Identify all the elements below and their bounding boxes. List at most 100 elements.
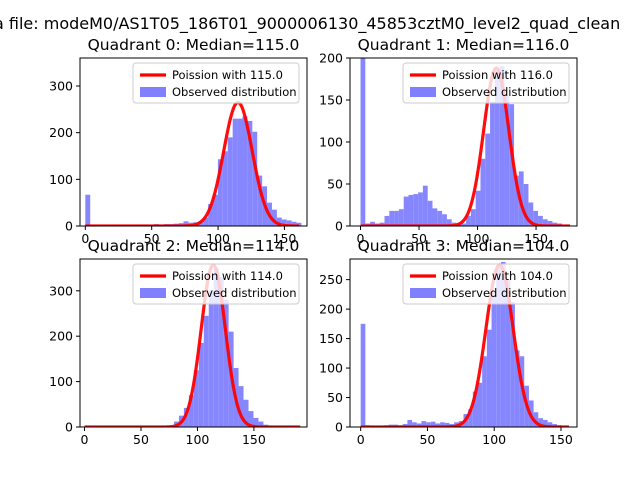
- histogram-bar: [523, 184, 529, 226]
- y-tick-label: 50: [327, 177, 343, 192]
- histogram-bar: [444, 422, 450, 427]
- histogram-bar: [528, 202, 534, 226]
- histogram-bar: [547, 422, 553, 427]
- histogram-bar: [389, 210, 395, 226]
- legend-bar-swatch: [410, 288, 436, 298]
- legend-box: [402, 62, 570, 104]
- histogram-bar: [470, 209, 476, 226]
- histogram-bar: [213, 268, 219, 427]
- histogram-bar: [442, 214, 447, 226]
- legend-label-poisson: Poission with 114.0: [172, 269, 283, 283]
- histogram-bar: [183, 221, 189, 226]
- histogram-bar: [542, 419, 548, 427]
- histogram-bar: [496, 266, 501, 427]
- histogram-bar: [475, 190, 481, 226]
- subplot-quadrant-1: 0 50 100 150 0 50 100 150 200 Quadrant 1: Median=…: [319, 36, 578, 246]
- histogram-bar: [435, 423, 441, 427]
- x-tick-label: 50: [144, 231, 160, 246]
- legend-box: [402, 263, 570, 305]
- x-tick-label: 0: [357, 432, 365, 447]
- poisson-curve-group: [84, 100, 300, 226]
- histogram-bar: [413, 194, 419, 226]
- histogram-bar: [468, 409, 473, 427]
- histogram-bar: [533, 412, 539, 427]
- y-tick-label: 100: [49, 374, 73, 389]
- legend-label-poisson: Poission with 116.0: [442, 68, 553, 82]
- histogram-bar: [407, 419, 413, 427]
- x-tick-label: 150: [273, 231, 297, 246]
- histogram-bar: [271, 209, 277, 226]
- histogram-bar: [422, 185, 428, 226]
- subplot-quadrant-3: 0 50 100 150 0 50 100 150 200 250 Quadrant 3: Medi…: [319, 237, 578, 447]
- y-tick-label: 300: [49, 79, 73, 94]
- histogram-bar: [398, 209, 404, 226]
- histogram-bar: [418, 192, 423, 226]
- legend-label-poisson: Poission with 115.0: [172, 68, 283, 82]
- y-tick-label: 0: [65, 420, 73, 435]
- legend-label-observed: Observed distribution: [172, 85, 297, 99]
- y-tick-label: 100: [319, 361, 343, 376]
- x-tick-label: 100: [206, 231, 230, 246]
- histogram-bar: [243, 399, 249, 427]
- x-tick-label: 100: [482, 432, 506, 447]
- histogram-bar: [296, 222, 302, 226]
- poisson-curve: [359, 263, 570, 427]
- figure-title: a file: modeM0/AS1T05_186T01_9000006130_…: [0, 14, 620, 34]
- histogram-bar: [281, 219, 287, 226]
- legend-bar-swatch: [410, 87, 436, 97]
- histogram-bar: [552, 222, 558, 226]
- histogram-bar: [514, 350, 520, 427]
- legend: Poission with 116.0 Observed distribution: [402, 62, 570, 104]
- y-tick-label: 100: [49, 172, 73, 187]
- histogram-bar: [222, 151, 228, 226]
- histogram-bar: [384, 215, 390, 226]
- y-tick-label: 200: [49, 329, 73, 344]
- histogram-bar: [193, 370, 199, 427]
- histogram-bar: [542, 219, 548, 226]
- x-tick-label: 50: [411, 231, 427, 246]
- subplot-quadrant-0: 0 50 100 150 0 100 200 300 Quadrant 0: Median=11…: [49, 36, 308, 246]
- histogram-bar: [426, 422, 431, 427]
- y-tick-label: 0: [335, 219, 343, 234]
- histogram-bar: [286, 220, 292, 226]
- histogram-bar: [477, 382, 483, 427]
- poisson-curve-group: [359, 263, 570, 427]
- histogram-bar: [253, 417, 259, 427]
- legend-bar-swatch: [140, 288, 166, 298]
- histogram-bar: [360, 58, 366, 226]
- histogram-bar: [248, 411, 254, 427]
- histogram-bar: [291, 221, 297, 226]
- histogram-bar: [223, 299, 229, 427]
- y-tick-label: 300: [49, 283, 73, 298]
- y-tick-label: 200: [49, 125, 73, 140]
- histogram-bar: [446, 219, 452, 226]
- axes-frame: [79, 258, 308, 428]
- y-tick-label: 150: [319, 331, 343, 346]
- legend: Poission with 114.0 Observed distribution: [132, 263, 300, 305]
- histogram-bar: [208, 204, 214, 226]
- x-tick-label: 100: [186, 432, 210, 447]
- histogram-bar: [486, 329, 492, 427]
- histogram-bar: [480, 158, 486, 226]
- subplot-title: Quadrant 2: Median=114.0: [88, 237, 300, 255]
- poisson-curve-group: [359, 66, 571, 226]
- histogram-bar: [510, 302, 515, 427]
- histogram-bar: [466, 215, 471, 226]
- x-tick-label: 100: [466, 231, 490, 246]
- y-tick-label: 200: [319, 51, 343, 66]
- y-tick-label: 200: [319, 302, 343, 317]
- legend: Poission with 115.0 Observed distribution: [132, 62, 300, 104]
- legend-label-observed: Observed distribution: [442, 286, 567, 300]
- histogram-bar: [213, 194, 218, 226]
- histogram-bar: [203, 217, 209, 226]
- histogram-bar: [247, 121, 253, 226]
- histogram-bar: [491, 292, 497, 427]
- histogram-bar: [440, 422, 445, 427]
- histogram-bar: [360, 323, 366, 427]
- y-tick-label: 50: [327, 390, 343, 405]
- histogram-bar: [421, 421, 427, 427]
- legend-box: [132, 263, 300, 305]
- x-tick-label: 150: [524, 231, 548, 246]
- histogram-bar: [509, 104, 515, 226]
